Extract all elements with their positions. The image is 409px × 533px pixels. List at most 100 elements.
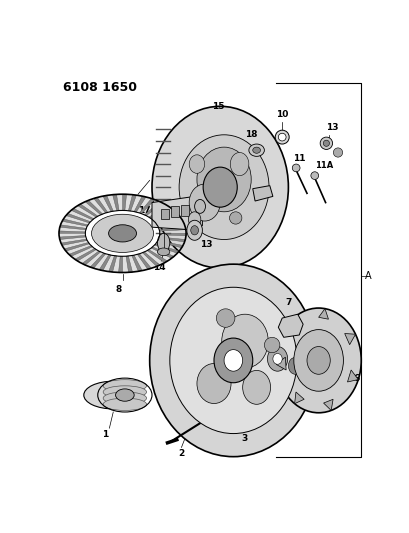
Polygon shape: [108, 256, 117, 272]
Ellipse shape: [306, 346, 329, 374]
Polygon shape: [71, 208, 94, 220]
Polygon shape: [59, 236, 85, 239]
Ellipse shape: [108, 225, 136, 242]
Polygon shape: [118, 256, 122, 272]
Text: 12: 12: [242, 204, 254, 213]
Polygon shape: [159, 227, 185, 231]
Polygon shape: [144, 201, 163, 216]
Polygon shape: [152, 211, 176, 221]
Text: 14: 14: [153, 263, 166, 272]
Ellipse shape: [190, 225, 198, 235]
Polygon shape: [157, 240, 182, 248]
Polygon shape: [59, 231, 85, 233]
Polygon shape: [289, 322, 299, 334]
Polygon shape: [347, 370, 357, 382]
Polygon shape: [64, 243, 89, 251]
Ellipse shape: [85, 211, 160, 256]
Polygon shape: [131, 255, 142, 271]
Polygon shape: [151, 247, 173, 259]
Text: 11A: 11A: [314, 161, 333, 170]
Ellipse shape: [103, 398, 146, 410]
Ellipse shape: [252, 147, 260, 154]
Text: A: A: [364, 271, 371, 281]
Ellipse shape: [281, 349, 308, 383]
Text: 4: 4: [267, 328, 274, 337]
Polygon shape: [142, 252, 160, 266]
Circle shape: [216, 309, 234, 327]
Polygon shape: [128, 195, 136, 211]
Ellipse shape: [149, 264, 316, 457]
Circle shape: [264, 337, 279, 353]
Ellipse shape: [272, 353, 281, 364]
Polygon shape: [294, 392, 303, 403]
Polygon shape: [344, 334, 355, 345]
Ellipse shape: [103, 386, 146, 398]
Polygon shape: [252, 185, 272, 201]
Text: 10: 10: [275, 110, 288, 119]
Circle shape: [292, 164, 299, 172]
Polygon shape: [318, 309, 328, 319]
Polygon shape: [85, 200, 102, 215]
Ellipse shape: [196, 364, 231, 403]
Ellipse shape: [293, 329, 343, 391]
Ellipse shape: [221, 314, 267, 368]
Ellipse shape: [267, 346, 287, 371]
Polygon shape: [77, 204, 98, 217]
Polygon shape: [122, 194, 126, 211]
Ellipse shape: [242, 370, 270, 405]
Ellipse shape: [103, 392, 146, 405]
Circle shape: [333, 148, 342, 157]
Ellipse shape: [83, 381, 142, 409]
Ellipse shape: [189, 155, 204, 173]
Text: 13: 13: [200, 239, 212, 248]
Polygon shape: [61, 239, 87, 246]
Polygon shape: [82, 251, 101, 265]
Polygon shape: [323, 399, 332, 410]
Text: 17: 17: [137, 206, 150, 215]
Circle shape: [322, 140, 329, 147]
Bar: [181, 205, 189, 216]
Ellipse shape: [91, 214, 153, 253]
Polygon shape: [69, 246, 92, 256]
Polygon shape: [60, 225, 86, 230]
Circle shape: [274, 130, 288, 144]
Polygon shape: [112, 195, 119, 211]
Text: 8: 8: [115, 286, 121, 295]
Ellipse shape: [179, 135, 268, 239]
Polygon shape: [157, 221, 184, 228]
Ellipse shape: [103, 379, 146, 392]
Polygon shape: [148, 206, 170, 218]
Polygon shape: [75, 248, 96, 261]
Circle shape: [278, 133, 285, 141]
Polygon shape: [155, 215, 180, 224]
Ellipse shape: [187, 220, 202, 240]
Ellipse shape: [248, 144, 264, 156]
Polygon shape: [99, 255, 111, 271]
Polygon shape: [137, 254, 151, 269]
Text: 7: 7: [285, 298, 291, 308]
Text: 18: 18: [244, 130, 257, 139]
Circle shape: [319, 137, 332, 149]
Bar: [171, 206, 179, 217]
Text: 9: 9: [152, 173, 158, 182]
Polygon shape: [134, 196, 146, 212]
Ellipse shape: [224, 350, 242, 371]
Text: 15: 15: [211, 102, 224, 111]
Polygon shape: [103, 196, 113, 212]
Polygon shape: [90, 253, 106, 268]
Ellipse shape: [230, 152, 248, 175]
Ellipse shape: [288, 357, 301, 374]
Text: 11: 11: [292, 154, 305, 163]
Polygon shape: [159, 233, 186, 236]
Ellipse shape: [189, 184, 220, 221]
Ellipse shape: [213, 338, 252, 383]
Polygon shape: [154, 244, 179, 253]
Ellipse shape: [115, 389, 134, 401]
Polygon shape: [278, 314, 302, 337]
Text: 16: 16: [178, 184, 190, 193]
Ellipse shape: [157, 233, 169, 252]
Text: 5: 5: [295, 338, 302, 348]
Ellipse shape: [196, 147, 251, 212]
Polygon shape: [126, 256, 132, 272]
Polygon shape: [66, 213, 90, 223]
